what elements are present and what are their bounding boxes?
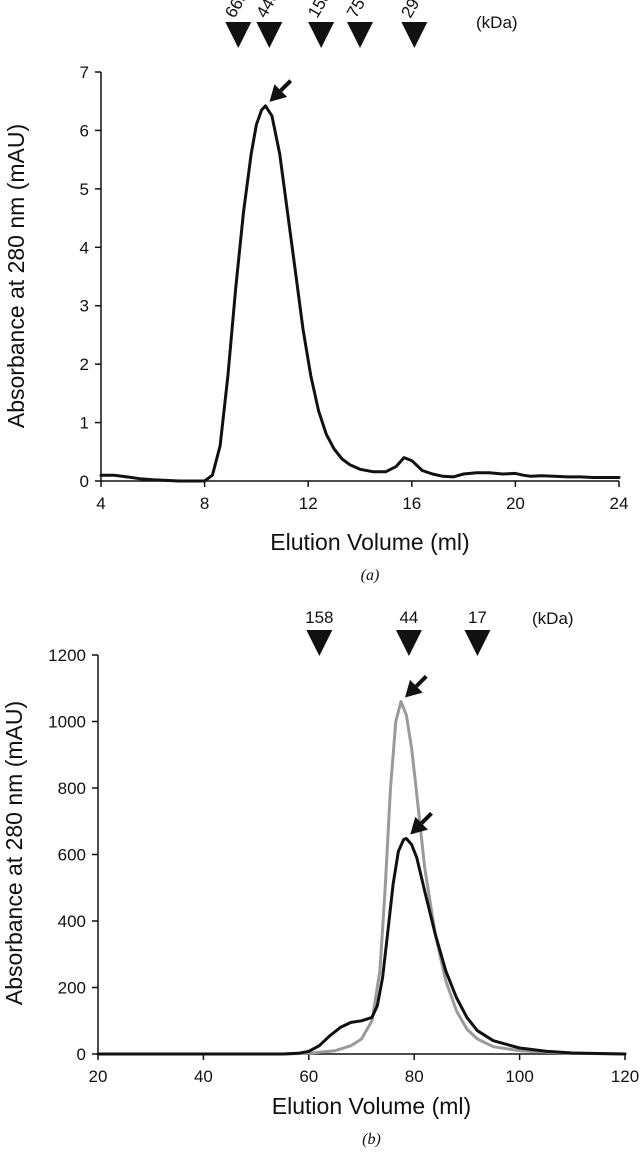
panel-b-peak-arrow-head [405,679,423,698]
panel-a-y-tick-label: 6 [80,121,89,140]
panel-b-marker-triangle [464,630,491,656]
panel-a-marker-label: 669 [221,0,252,21]
panel-b-x-axis-label: Elution Volume (ml) [272,1093,471,1119]
panel-b-y-tick-label: 800 [58,779,86,798]
panel-b-series-line-1 [96,837,627,1056]
panel-a-x-tick-label: 12 [299,494,318,513]
panel-a-marker-triangle [401,22,428,48]
panel-a-y-tick-label: 7 [80,63,89,82]
panel-a-marker-label: 75 [343,0,369,21]
panel-b-y-axis-label: Absorbance at 280 nm (mAU) [1,701,27,1005]
panel-a-x-tick-label: 4 [96,494,105,513]
panel-b-marker-unit-label: (kDa) [532,609,574,628]
panel-a-x-tick-label: 20 [506,494,525,513]
panel-a-x-tick-label: 8 [200,494,209,513]
panel-b-x-tick-label: 120 [611,1067,639,1086]
panel-a-y-tick-label: 4 [80,238,89,257]
panel-a-y-tick-label: 5 [80,180,89,199]
panel-a-marker-unit-label: (kDa) [476,13,518,32]
panel-a-peak-arrow-shaft [279,79,293,92]
panel-a-y-tick-label: 0 [80,472,89,491]
panel-a-y-axis-label: Absorbance at 280 nm (mAU) [3,124,29,428]
panel-b-y-tick-label: 1200 [48,646,86,665]
panel-a-marker-label: 158 [304,0,335,21]
panel-a-peak-arrow-head [269,84,288,102]
panel-b-x-tick-label: 60 [299,1067,318,1086]
panel-b-marker-triangle [306,630,333,656]
panel-b-peak-arrow-shaft [414,674,428,688]
panel-b-peak-arrow-shaft [420,811,433,825]
panel-a-marker-label: 440 [252,0,283,21]
panel-b-y-tick-label: 600 [58,846,86,865]
panel-a-x-axis-label: Elution Volume (ml) [270,529,469,555]
panel-b-x-tick-label: 40 [194,1067,213,1086]
panel-a-y-tick-label: 3 [80,297,89,316]
panel-b-y-tick-label: 200 [58,979,86,998]
panel-b-y-tick-label: 400 [58,912,86,931]
panel-b-series-line-0 [96,700,627,1056]
panel-b-marker-triangle [395,630,422,656]
panel-a-marker-triangle [347,22,373,48]
panel-a-marker-triangle [256,22,283,48]
panel-a-y-tick-label: 1 [80,414,89,433]
panel-a-marker-label: 29 [397,0,423,21]
panel-a-x-tick-label: 16 [402,494,421,513]
panel-a-series-line-0 [99,104,621,483]
panel-b-y-tick-label: 1000 [48,713,86,732]
panel-a-y-tick-label: 2 [80,355,89,374]
panel-b-caption: (b) [362,1131,381,1148]
panel-b-y-tick-label: 0 [77,1045,86,1064]
panel-b-x-tick-label: 80 [405,1067,424,1086]
panel-a-caption: (a) [361,567,380,584]
panel-b-marker-label: 17 [468,608,487,627]
panel-b-x-tick-label: 100 [505,1067,533,1086]
panel-b-marker-label: 158 [305,608,333,627]
panel-a-marker-triangle [308,22,335,48]
panel-a-x-tick-label: 24 [610,494,629,513]
panel-b-marker-label: 44 [399,608,418,627]
panel-a-marker-triangle [225,22,252,48]
panel-b-x-tick-label: 20 [89,1067,108,1086]
panel-b-peak-arrow-head [410,816,428,835]
